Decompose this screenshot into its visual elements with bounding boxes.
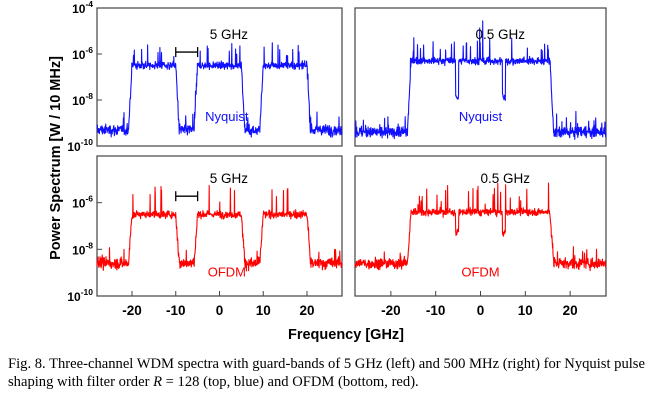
series-label: OFDM bbox=[208, 264, 246, 279]
panel-frame bbox=[354, 7, 607, 147]
x-tick-label: 10 bbox=[256, 303, 271, 318]
figure-caption: Fig. 8. Three-channel WDM spectra with g… bbox=[8, 355, 648, 391]
spectrum-panel-top-right: 0.5 GHz Nyquist bbox=[354, 7, 607, 147]
x-tick-label: -10 bbox=[426, 303, 446, 318]
y-axis-label: Power Spectrum [W / 10 MHz] bbox=[48, 56, 64, 260]
spectrum-panel-bottom-right: 0.5 GHz OFDM -20 -10 0 10 20 bbox=[354, 155, 607, 318]
spectrum-trace-top-left bbox=[96, 42, 343, 138]
y-tick-label: 10-8 bbox=[72, 91, 93, 108]
guard-band-label: 0.5 GHz bbox=[475, 27, 525, 42]
guard-band-label: 5 GHz bbox=[210, 27, 249, 42]
x-tick-label: 0 bbox=[477, 303, 485, 318]
series-label: Nyquist bbox=[459, 109, 503, 124]
wdm-spectra-figure: Power Spectrum [W / 10 MHz] Frequency [G… bbox=[48, 0, 607, 343]
y-tick-label: 10-8 bbox=[72, 240, 93, 257]
spectrum-trace-bottom-left bbox=[96, 184, 343, 272]
panel-frame bbox=[96, 7, 343, 147]
guard-band-label: 5 GHz bbox=[210, 171, 249, 186]
y-tick-label: 10-10 bbox=[67, 137, 93, 154]
series-label: OFDM bbox=[461, 264, 499, 279]
spectrum-panel-bottom-left: 5 GHz OFDM 10-6 10-8 10-10 -20 -10 0 10 20 bbox=[67, 155, 343, 318]
panel-frame bbox=[354, 155, 607, 297]
guard-band-label: 0.5 GHz bbox=[481, 171, 531, 186]
x-tick-label: 0 bbox=[216, 303, 224, 318]
y-tick-label: 10-6 bbox=[72, 194, 93, 211]
x-tick-label: 20 bbox=[299, 303, 314, 318]
y-tick-label: 10-4 bbox=[72, 0, 93, 16]
series-label: Nyquist bbox=[205, 109, 249, 124]
spectrum-trace-top-right bbox=[354, 20, 607, 140]
caption-text-start: Fig. 8. Three-channel WDM spectra with g… bbox=[8, 356, 645, 390]
y-tick-label: 10-6 bbox=[72, 45, 93, 62]
caption-text-end: = 128 (top, blue) and OFDM (bottom, red)… bbox=[162, 374, 419, 390]
x-tick-label: -10 bbox=[166, 303, 186, 318]
spectrum-trace-bottom-right bbox=[354, 182, 607, 272]
x-tick-label: -20 bbox=[381, 303, 401, 318]
x-tick-label: 20 bbox=[563, 303, 578, 318]
x-axis-label: Frequency [GHz] bbox=[288, 327, 404, 343]
caption-variable: R bbox=[153, 374, 163, 390]
spectrum-panel-top-left: 5 GHz Nyquist 10-4 10-6 10-8 10-10 bbox=[67, 0, 343, 154]
x-tick-label: 10 bbox=[518, 303, 533, 318]
x-tick-label: -20 bbox=[122, 303, 142, 318]
y-tick-label: 10-10 bbox=[67, 287, 93, 304]
